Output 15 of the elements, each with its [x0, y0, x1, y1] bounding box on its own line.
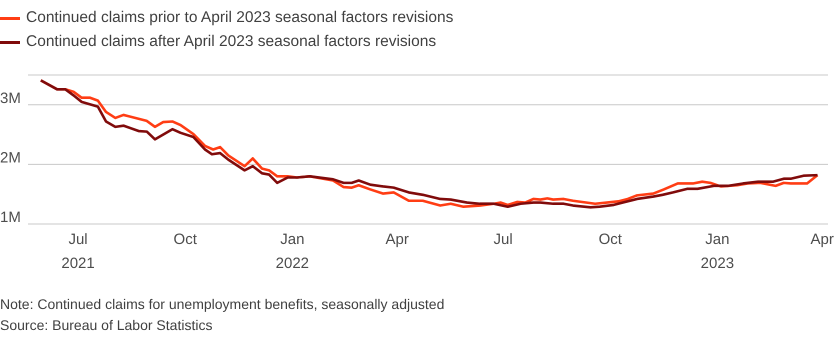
legend-label: Continued claims prior to April 2023 seasonal factors revisions — [26, 9, 454, 27]
x-tick-label: Jan 2022 — [276, 231, 310, 272]
x-tick-label: Oct — [598, 231, 623, 248]
source-note: Source: Bureau of Labor Statistics — [0, 316, 214, 335]
x-tick-label: Oct — [174, 231, 198, 248]
x-tick-label: Apr — [810, 231, 834, 248]
y-tick-label: 2M — [0, 149, 21, 166]
y-tick-label: 1M — [0, 209, 21, 226]
x-tick-label: Apr — [385, 231, 409, 248]
x-tick-label: Jan 2023 — [700, 231, 734, 272]
y-tick-label: 3M — [0, 90, 21, 107]
x-tick-label: Jul — [494, 231, 513, 248]
legend-label: Continued claims after April 2023 seasonal factors revisions — [26, 33, 436, 51]
text: Note: Continued claims for unemployment benefits, seasonally adjusted — [0, 295, 446, 314]
x-tick-label: Jul 2021 — [61, 231, 95, 272]
